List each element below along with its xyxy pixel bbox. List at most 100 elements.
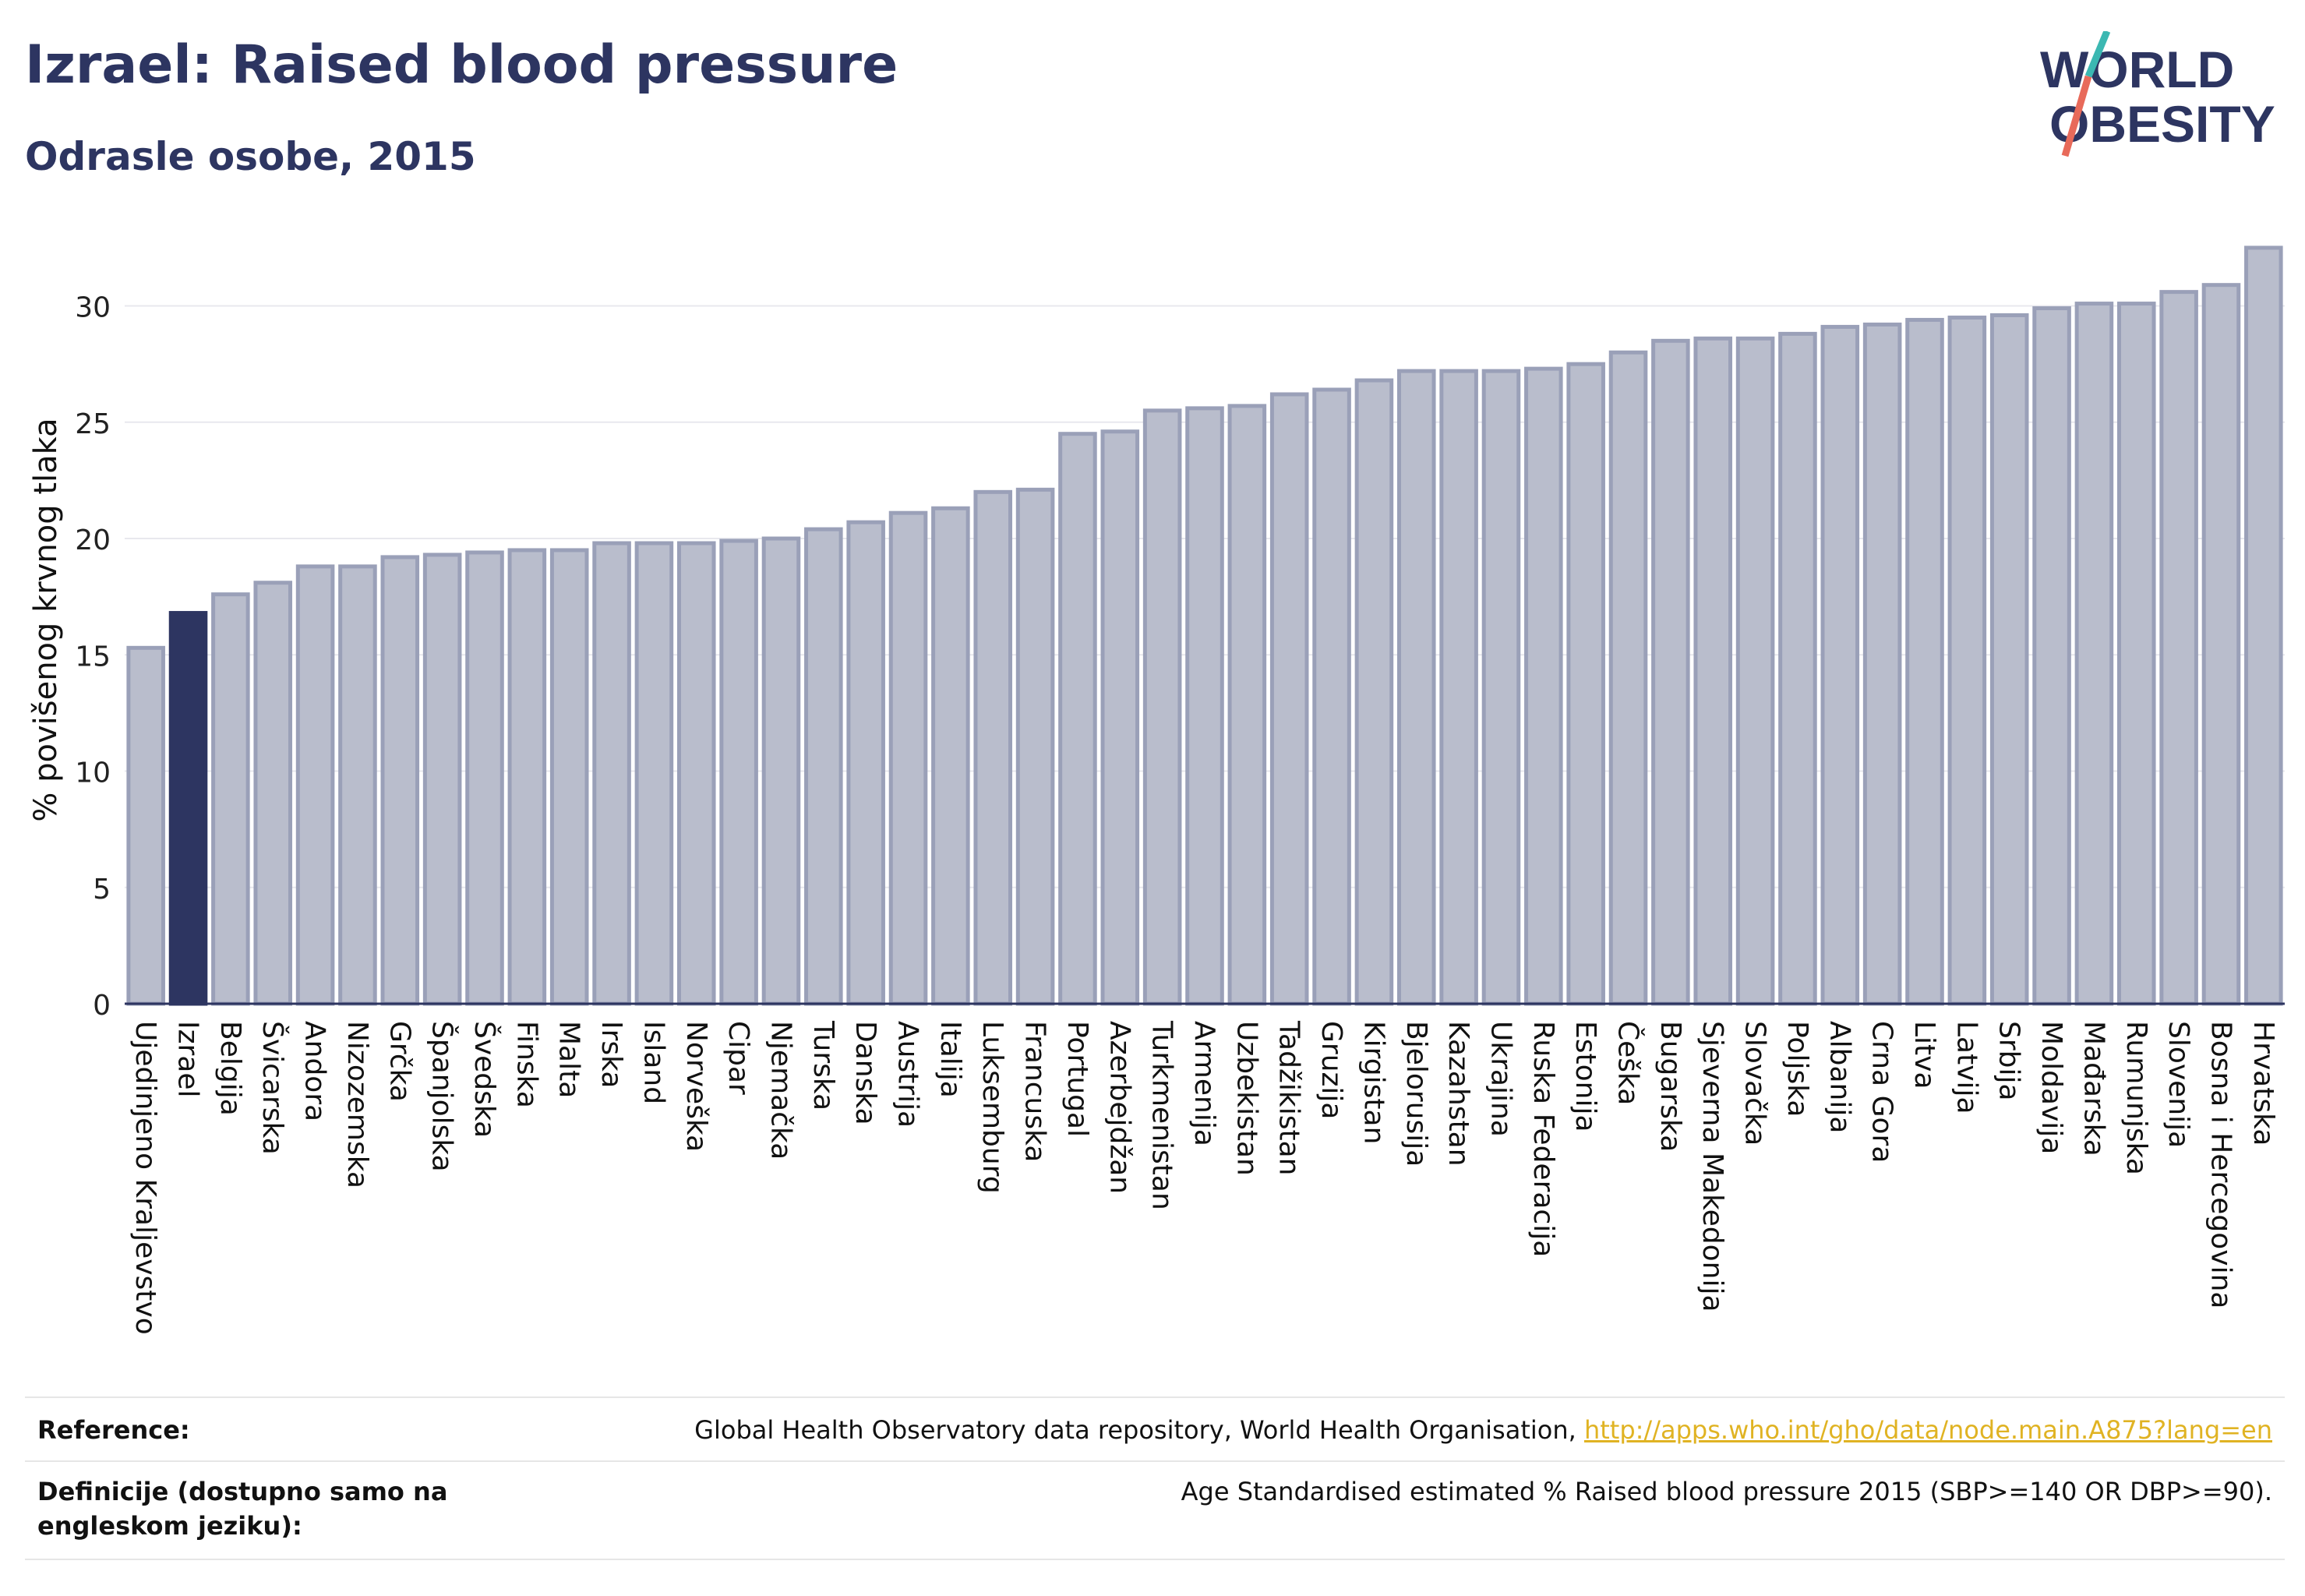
bar-cipar[interactable] [719,538,758,1006]
x-tick-label: Malta [553,1021,585,1098]
bar-crna-gora[interactable] [1862,322,1902,1006]
bar-poljska[interactable] [1778,331,1817,1006]
definition-value: Age Standardised estimated % Raised bloo… [1181,1477,2272,1506]
chart-bars [126,245,2283,1006]
bar-irska[interactable] [592,541,631,1006]
x-tick-label: Uzbekistan [1230,1021,1262,1176]
bar-grčka[interactable] [380,555,420,1006]
x-tick-label: Ruska Federacija [1527,1021,1559,1257]
x-tick-label: Moldavija [2035,1021,2067,1154]
bar-island[interactable] [634,541,674,1006]
bar-češka[interactable] [1608,350,1648,1006]
x-tick-label: Izrael [172,1021,204,1098]
y-tick-label: 30 [75,292,111,324]
bar-ukrajina[interactable] [1481,369,1521,1006]
bar-danska[interactable] [846,520,885,1006]
bar-uzbekistan[interactable] [1227,404,1267,1006]
x-tick-label: Turkmenistan [1146,1020,1178,1210]
y-tick-label: 25 [75,408,111,440]
bar-azerbejdžan[interactable] [1100,429,1140,1006]
y-tick-label: 5 [93,874,111,906]
bar-moldavija[interactable] [2032,306,2071,1006]
bar-luksemburg[interactable] [973,489,1013,1006]
bar-hrvatska[interactable] [2244,245,2283,1006]
bar-belgija[interactable] [211,592,250,1006]
bar-srbija[interactable] [1989,312,2029,1006]
reference-text: Global Health Observatory data repositor… [694,1415,1584,1445]
bar-albanija[interactable] [1820,324,1860,1006]
bar-turska[interactable] [804,527,843,1006]
bar-slovenija[interactable] [2159,290,2198,1006]
bar-estonija[interactable] [1566,362,1605,1006]
bar-chart: 0 5 10 15 20 25 30 Ujedinjeno Kraljevstvo Izrae… [28,245,2285,1335]
bar-nizozemska[interactable] [338,564,377,1006]
x-tick-label: Srbija [1993,1021,2025,1101]
bar-švicarska[interactable] [253,581,293,1006]
bar-njemačka[interactable] [761,536,801,1006]
reference-label: Reference: [37,1415,190,1445]
definition-label: Definicije (dostupno samo na engleskom j… [37,1477,448,1541]
x-tick-label: Tadžikistan [1273,1020,1305,1175]
bar-kazahstan[interactable] [1439,369,1478,1006]
x-tick-label: Mađarska [2077,1021,2109,1156]
bar-slovačka[interactable] [1735,336,1775,1006]
bar-armenija[interactable] [1185,406,1224,1006]
x-tick-label: Španjolska [426,1021,459,1172]
bar-španjolska[interactable] [422,553,462,1006]
bar-francuska[interactable] [1015,487,1055,1006]
reference-link[interactable]: http://apps.who.int/gho/data/node.main.A… [1583,1415,2272,1445]
x-tick-label: Francuska [1019,1021,1051,1162]
bar-malta[interactable] [549,548,589,1006]
bar-ruska-federacija[interactable] [1524,366,1563,1006]
bar-švedska[interactable] [465,550,504,1006]
x-tick-label: Danska [849,1021,881,1125]
bar-turkmenistan[interactable] [1142,408,1182,1006]
reference-value: Global Health Observatory data repositor… [694,1413,2272,1447]
x-tick-label: Finska [510,1021,542,1108]
x-tick-label: Irska [595,1021,627,1088]
bar-izrael[interactable] [168,611,208,1006]
x-tick-label: Azerbejdžan [1103,1021,1135,1194]
page-subtitle: Odrasle osobe, 2015 [25,134,476,179]
x-tick-label: Portugal [1061,1021,1093,1137]
bar-bosna-i-hercegovina[interactable] [2201,283,2241,1006]
x-tick-label: Kazahstan [1442,1021,1474,1167]
page-title: Izrael: Raised blood pressure [25,34,898,96]
logo-line1: WORLD [2040,41,2234,98]
x-tick-label: Crna Gora [1866,1021,1898,1163]
bar-litva[interactable] [1905,317,1944,1006]
x-tick-label: Švedska [468,1021,501,1138]
world-obesity-logo: WORLD OBESITY [2040,31,2275,157]
bar-bjelorusija[interactable] [1396,369,1436,1006]
x-tick-label: Bjelorusija [1400,1021,1432,1167]
bar-italija[interactable] [931,506,970,1006]
x-tick-label: Slovačka [1739,1021,1771,1146]
bar-rumunjska[interactable] [2116,302,2156,1006]
x-tick-label: Albanija [1823,1021,1855,1133]
bar-tadžikistan[interactable] [1269,392,1309,1006]
x-tick-label: Švicarska [256,1021,289,1155]
y-tick-label: 0 [93,990,111,1022]
bar-norveška[interactable] [676,541,716,1006]
x-tick-label: Luksemburg [976,1021,1008,1194]
x-tick-label: Rumunjska [2120,1021,2152,1175]
x-tick-label: Latvija [1950,1021,1982,1114]
bar-portugal[interactable] [1058,432,1097,1006]
x-tick-label: Sjeverna Makedonija [1696,1021,1728,1312]
logo-slash-teal [2084,31,2111,78]
bar-bugarska[interactable] [1651,338,1690,1006]
x-tick-label: Nizozemska [341,1021,373,1188]
y-tick-label: 20 [75,524,111,556]
bar-sjeverna-makedonija[interactable] [1693,336,1733,1006]
y-tick-label: 10 [75,757,111,789]
bar-ujedinjeno-kraljevstvo[interactable] [126,645,165,1006]
x-tick-label: Ujedinjeno Kraljevstvo [129,1021,161,1335]
bar-austrija[interactable] [888,510,928,1006]
bar-kirgistan[interactable] [1354,378,1394,1006]
bar-mađarska[interactable] [2074,302,2114,1006]
bar-andora[interactable] [295,564,335,1006]
bar-gruzija[interactable] [1312,387,1351,1006]
bar-finska[interactable] [507,548,547,1006]
bar-latvija[interactable] [1947,315,1987,1006]
x-tick-label: Andora [299,1021,331,1121]
